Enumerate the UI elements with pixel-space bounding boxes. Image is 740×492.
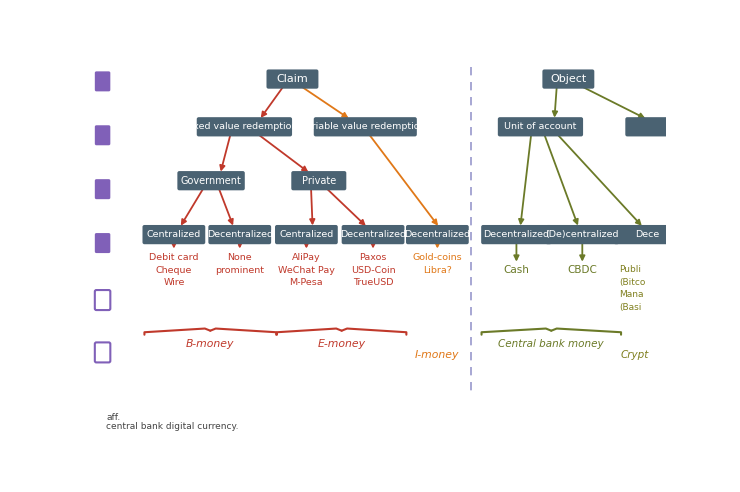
Text: Government: Government bbox=[181, 176, 241, 185]
FancyBboxPatch shape bbox=[178, 171, 245, 190]
FancyBboxPatch shape bbox=[95, 71, 110, 92]
FancyBboxPatch shape bbox=[95, 342, 110, 363]
Text: Unit of account: Unit of account bbox=[504, 123, 576, 131]
Text: Central bank money: Central bank money bbox=[499, 338, 604, 348]
FancyBboxPatch shape bbox=[545, 225, 619, 244]
FancyBboxPatch shape bbox=[292, 171, 346, 190]
Text: Gold-coins
Libra?: Gold-coins Libra? bbox=[413, 253, 462, 275]
Text: Decentralized: Decentralized bbox=[483, 230, 549, 239]
FancyBboxPatch shape bbox=[542, 69, 594, 89]
FancyBboxPatch shape bbox=[406, 225, 468, 244]
FancyBboxPatch shape bbox=[275, 225, 337, 244]
FancyBboxPatch shape bbox=[613, 225, 668, 244]
FancyBboxPatch shape bbox=[95, 179, 110, 199]
FancyBboxPatch shape bbox=[481, 225, 552, 244]
Text: E-money: E-money bbox=[317, 338, 366, 348]
Text: Paxos
USD-Coin
TrueUSD: Paxos USD-Coin TrueUSD bbox=[351, 253, 395, 287]
Text: Debit card
Cheque
Wire: Debit card Cheque Wire bbox=[149, 253, 198, 287]
FancyBboxPatch shape bbox=[498, 117, 583, 136]
Text: Publi
(Bitco
Mana
(Basi: Publi (Bitco Mana (Basi bbox=[619, 265, 646, 312]
Text: Decentralized: Decentralized bbox=[206, 230, 273, 239]
FancyBboxPatch shape bbox=[266, 69, 318, 89]
FancyBboxPatch shape bbox=[95, 233, 110, 253]
FancyBboxPatch shape bbox=[625, 117, 676, 136]
Text: CBDC: CBDC bbox=[568, 265, 597, 276]
Text: Centralized: Centralized bbox=[147, 230, 201, 239]
Text: Fixed value redemptions: Fixed value redemptions bbox=[186, 123, 303, 131]
Text: Crypt: Crypt bbox=[621, 350, 650, 360]
Text: None
prominent: None prominent bbox=[215, 253, 264, 275]
Text: (De)centralized: (De)centralized bbox=[545, 230, 619, 239]
Text: Cash: Cash bbox=[503, 265, 529, 276]
FancyBboxPatch shape bbox=[197, 117, 292, 136]
Text: Private: Private bbox=[302, 176, 336, 185]
FancyBboxPatch shape bbox=[95, 125, 110, 145]
FancyBboxPatch shape bbox=[143, 225, 205, 244]
FancyBboxPatch shape bbox=[314, 117, 417, 136]
FancyBboxPatch shape bbox=[95, 290, 110, 310]
Text: central bank digital currency.: central bank digital currency. bbox=[107, 423, 239, 431]
Text: Centralized: Centralized bbox=[279, 230, 334, 239]
FancyBboxPatch shape bbox=[342, 225, 405, 244]
Text: aff.: aff. bbox=[107, 413, 121, 422]
Text: B-money: B-money bbox=[186, 338, 235, 348]
Text: Decentralized: Decentralized bbox=[340, 230, 406, 239]
Text: I-money: I-money bbox=[415, 350, 460, 360]
FancyBboxPatch shape bbox=[209, 225, 271, 244]
Text: AliPay
WeChat Pay
M-Pesa: AliPay WeChat Pay M-Pesa bbox=[278, 253, 334, 287]
Text: Variable value redemptions: Variable value redemptions bbox=[300, 123, 431, 131]
Text: Object: Object bbox=[551, 74, 587, 84]
Text: Claim: Claim bbox=[277, 74, 309, 84]
Text: Decentralized: Decentralized bbox=[404, 230, 471, 239]
Text: Dece: Dece bbox=[635, 230, 659, 239]
